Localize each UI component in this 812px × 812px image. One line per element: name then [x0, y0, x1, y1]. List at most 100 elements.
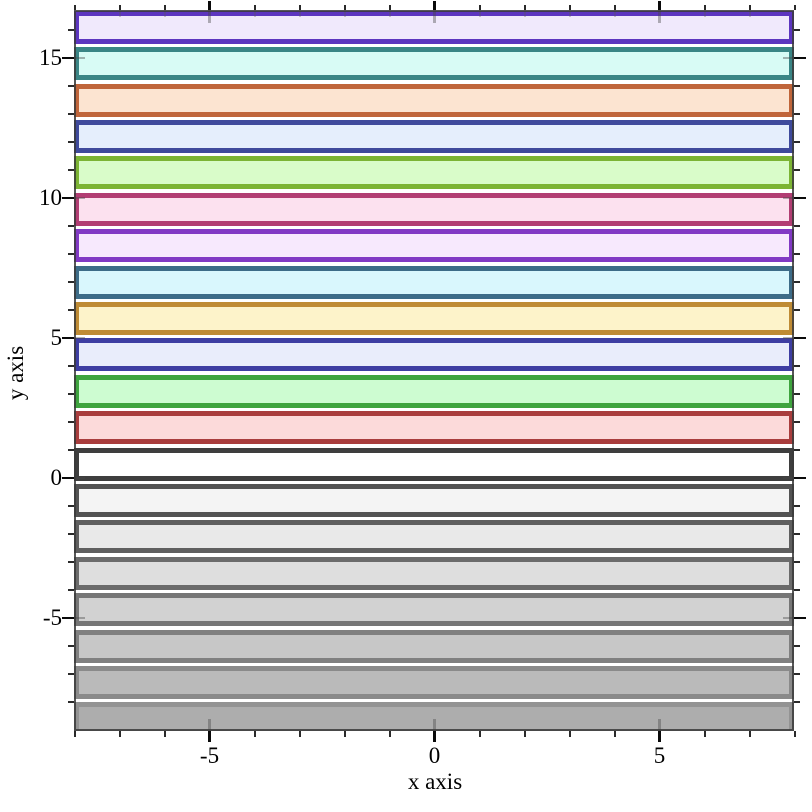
interval-band-12	[74, 10, 794, 44]
x-axis-title: x axis	[407, 769, 463, 794]
y-tick-label: 10	[39, 185, 62, 210]
y-major-tick-left	[62, 476, 74, 480]
y-minor-tick-right	[794, 393, 800, 395]
y-tick-label: 15	[39, 45, 62, 70]
x-minor-tick-bottom	[253, 731, 256, 737]
y-major-tick-right	[794, 196, 806, 200]
interval-band-1	[74, 411, 794, 445]
y-minor-tick-left	[68, 29, 74, 31]
x-minor-tick-bottom	[343, 731, 346, 737]
interval-band--4	[74, 593, 794, 627]
x-minor-tick-top	[523, 5, 526, 10]
y-major-tick-inner	[74, 336, 85, 340]
x-minor-tick-bottom	[613, 731, 616, 737]
y-minor-tick-right	[794, 645, 800, 647]
y-minor-tick-right	[794, 561, 800, 563]
y-minor-tick-left	[68, 141, 74, 143]
x-minor-tick-bottom	[163, 731, 166, 737]
y-minor-tick-right	[794, 589, 800, 591]
y-minor-tick-right	[794, 365, 800, 367]
y-minor-tick-left	[68, 85, 74, 87]
y-minor-tick-right	[794, 449, 800, 451]
x-major-tick-top	[208, 1, 211, 10]
x-minor-tick-top	[343, 5, 346, 10]
y-minor-tick-right	[794, 29, 800, 31]
interval-band-8	[74, 156, 794, 190]
x-minor-tick-bottom	[73, 731, 76, 737]
y-minor-tick-right	[794, 533, 800, 535]
interval-band-7	[74, 192, 794, 226]
x-minor-tick-inner	[163, 10, 166, 17]
x-minor-tick-inner	[523, 10, 526, 17]
interval-band--6	[74, 665, 794, 699]
interval-band-3	[74, 338, 794, 372]
x-tick-label: 5	[653, 743, 666, 768]
y-major-tick-inner	[74, 476, 85, 480]
y-minor-tick-left	[68, 169, 74, 171]
x-minor-tick-top	[793, 5, 796, 10]
x-minor-tick-inner	[478, 10, 481, 17]
x-minor-tick-top	[73, 5, 76, 10]
x-major-tick-bottom	[433, 731, 436, 742]
y-major-tick-inner	[74, 196, 85, 200]
interval-band--1	[74, 483, 794, 517]
y-tick-label: 0	[50, 465, 63, 490]
y-major-tick-right	[794, 336, 806, 340]
x-minor-tick-top	[478, 5, 481, 10]
x-minor-tick-bottom	[298, 731, 301, 737]
interval-band-10	[74, 83, 794, 117]
x-major-tick-bottom	[208, 731, 211, 742]
interval-band-11	[74, 47, 794, 81]
y-minor-tick-right	[794, 701, 800, 703]
x-minor-tick-bottom	[568, 731, 571, 737]
y-major-tick-inner	[783, 56, 794, 60]
y-major-tick-inner	[783, 196, 794, 200]
y-minor-tick-left	[68, 589, 74, 591]
x-minor-tick-bottom	[118, 731, 121, 737]
x-major-tick-inner	[658, 719, 661, 731]
y-major-tick-inner	[783, 336, 794, 340]
x-major-tick-inner	[658, 10, 661, 23]
interval-band-4	[74, 301, 794, 335]
interval-band-9	[74, 119, 794, 153]
y-major-tick-inner	[74, 616, 85, 620]
x-minor-tick-bottom	[523, 731, 526, 737]
x-major-tick-inner	[208, 719, 211, 731]
y-minor-tick-left	[68, 225, 74, 227]
x-minor-tick-bottom	[388, 731, 391, 737]
interval-band--3	[74, 556, 794, 590]
y-major-tick-inner	[74, 56, 85, 60]
x-minor-tick-inner	[748, 10, 751, 17]
y-minor-tick-left	[68, 253, 74, 255]
x-minor-tick-bottom	[703, 731, 706, 737]
y-minor-tick-right	[794, 673, 800, 675]
interval-band-5	[74, 265, 794, 299]
x-minor-tick-inner	[74, 10, 76, 17]
x-minor-tick-inner	[343, 10, 346, 17]
y-major-tick-right	[794, 616, 806, 620]
y-minor-tick-left	[68, 701, 74, 703]
y-minor-tick-right	[794, 113, 800, 115]
x-minor-tick-top	[163, 5, 166, 10]
y-minor-tick-right	[794, 169, 800, 171]
x-tick-label: -5	[199, 743, 220, 768]
x-minor-tick-top	[568, 5, 571, 10]
y-minor-tick-left	[68, 673, 74, 675]
interval-band--7	[74, 702, 794, 731]
y-minor-tick-right	[794, 225, 800, 227]
y-minor-tick-left	[68, 421, 74, 423]
interval-band-2	[74, 374, 794, 408]
y-minor-tick-left	[68, 365, 74, 367]
x-major-tick-inner	[433, 10, 436, 23]
y-major-tick-left	[62, 196, 74, 200]
y-minor-tick-right	[794, 85, 800, 87]
y-tick-label: -5	[42, 605, 62, 630]
y-minor-tick-left	[68, 533, 74, 535]
x-minor-tick-inner	[118, 10, 121, 17]
plot-area	[74, 10, 794, 731]
x-minor-tick-bottom	[793, 731, 796, 737]
y-minor-tick-right	[794, 281, 800, 283]
x-major-tick-top	[658, 1, 661, 10]
x-major-tick-bottom	[658, 731, 661, 742]
x-major-tick-top	[433, 1, 436, 10]
